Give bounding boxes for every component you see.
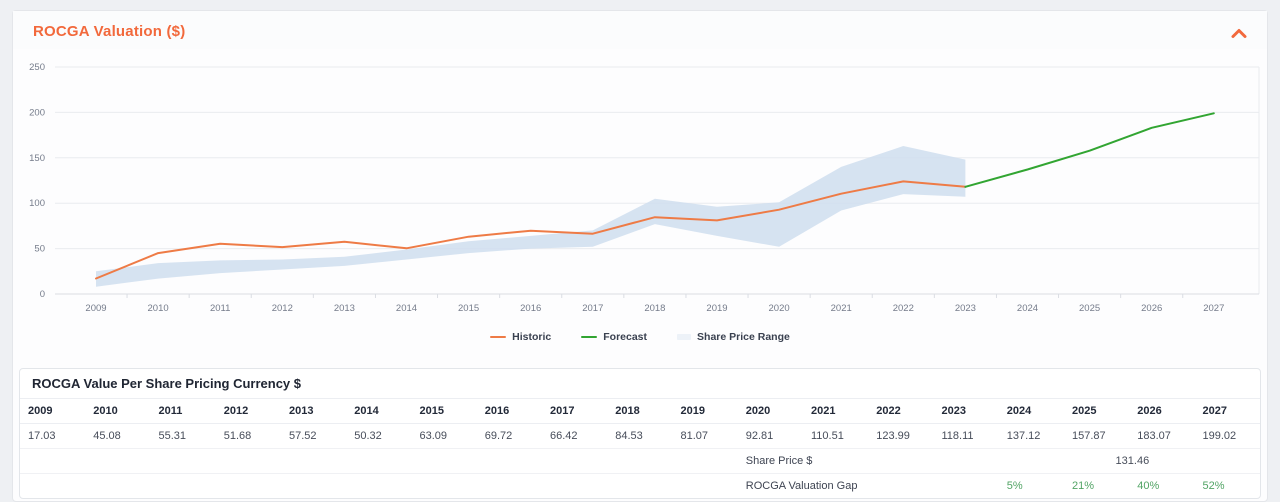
year-header-row: 2009 2010 2011 2012 2013 2014 2015 2016 2017 2018… <box>20 399 1260 424</box>
empty-cell <box>20 448 738 474</box>
svg-text:2016: 2016 <box>520 303 541 314</box>
value-cell: 183.07 <box>1129 423 1195 449</box>
year-header-cell: 2012 <box>215 399 281 424</box>
value-cell: 69.72 <box>476 423 542 449</box>
gap-value-2026: 40% <box>1137 480 1160 492</box>
svg-text:2022: 2022 <box>893 303 914 314</box>
valuation-gap-label: ROCGA Valuation Gap <box>745 480 858 492</box>
legend-item-share-price-range[interactable]: Share Price Range <box>677 331 790 343</box>
chevron-up-icon <box>1231 29 1247 38</box>
forecast-line-swatch <box>581 335 598 339</box>
valuation-chart: 0 50 100 150 200 250 2009 2010 2011 2012 2013 2014 2… <box>13 49 1267 322</box>
year-header-cell: 2026 <box>1129 399 1195 424</box>
svg-text:250: 250 <box>29 62 45 73</box>
legend-label-historic: Historic <box>512 331 552 343</box>
year-header-cell: 2024 <box>998 399 1064 424</box>
historic-line-swatch <box>490 335 507 339</box>
share-price-value: 131.46 <box>998 448 1260 474</box>
svg-text:2026: 2026 <box>1141 303 1162 314</box>
svg-text:2019: 2019 <box>706 303 727 314</box>
valuation-table-card: ROCGA Value Per Share Pricing Currency $… <box>19 368 1261 499</box>
svg-text:2020: 2020 <box>769 303 790 314</box>
chart-legend: Historic Forecast Share Price Range <box>13 328 1267 346</box>
gap-value-2024: 5% <box>1006 480 1023 492</box>
value-cell: 110.51 <box>803 423 869 449</box>
svg-text:2017: 2017 <box>582 303 603 314</box>
value-cell: 17.03 <box>20 423 86 449</box>
value-cell: 66.42 <box>542 423 608 449</box>
year-header-cell: 2013 <box>281 399 347 424</box>
svg-text:2009: 2009 <box>85 303 106 314</box>
svg-text:2015: 2015 <box>458 303 479 314</box>
value-cell: 92.81 <box>737 423 803 449</box>
year-header-cell: 2009 <box>20 399 86 424</box>
gap-value-2025: 21% <box>1072 480 1095 492</box>
year-header-cell: 2020 <box>737 399 803 424</box>
year-header-cell: 2016 <box>476 399 542 424</box>
share-price-label: Share Price $ <box>737 448 999 474</box>
year-header-cell: 2021 <box>803 399 869 424</box>
table-title: ROCGA Value Per Share Pricing Currency $ <box>20 369 1260 399</box>
svg-text:150: 150 <box>29 153 45 164</box>
legend-label-forecast: Forecast <box>603 331 648 343</box>
legend-item-forecast[interactable]: Forecast <box>581 331 647 343</box>
legend-label-share-price-range: Share Price Range <box>697 331 790 343</box>
svg-text:2012: 2012 <box>272 303 293 314</box>
share-price-row: Share Price $ 131.46 <box>20 448 1260 474</box>
svg-text:2014: 2014 <box>396 303 417 314</box>
svg-text:2025: 2025 <box>1079 303 1100 314</box>
value-cell: 51.68 <box>215 423 281 449</box>
value-cell: 45.08 <box>85 423 151 449</box>
svg-text:2013: 2013 <box>334 303 355 314</box>
svg-text:2011: 2011 <box>210 303 230 314</box>
svg-text:0: 0 <box>40 289 45 300</box>
year-header-cell: 2025 <box>1064 399 1130 424</box>
rocga-valuation-card: ROCGA Valuation ($) 0 50 100 150 200 250 2009 2… <box>12 10 1268 502</box>
svg-text:2023: 2023 <box>955 303 976 314</box>
chart-canvas[interactable]: 0 50 100 150 200 250 2009 2010 2011 2012 2013 2014 2… <box>21 57 1261 317</box>
svg-text:2018: 2018 <box>644 303 665 314</box>
value-cell: 81.07 <box>672 423 738 449</box>
year-header-cell: 2019 <box>672 399 738 424</box>
svg-text:100: 100 <box>29 198 45 209</box>
share-price-range-swatch <box>677 334 692 340</box>
year-header-cell: 2023 <box>933 399 999 424</box>
year-header-cell: 2014 <box>346 399 412 424</box>
value-cell: 157.87 <box>1064 423 1130 449</box>
year-header-cell: 2010 <box>85 399 151 424</box>
collapse-section-button[interactable] <box>1229 27 1249 41</box>
value-cell: 137.12 <box>998 423 1064 449</box>
year-header-cell: 2018 <box>607 399 673 424</box>
valuation-table: 2009 2010 2011 2012 2013 2014 2015 2016 2017 2018… <box>20 399 1260 498</box>
page-title: ROCGA Valuation ($) <box>33 23 186 40</box>
value-row: 17.03 45.08 55.31 51.68 57.52 50.32 63.09 69.72… <box>20 423 1260 449</box>
svg-text:50: 50 <box>34 244 45 255</box>
svg-text:2021: 2021 <box>831 303 852 314</box>
legend-item-historic[interactable]: Historic <box>490 331 551 343</box>
value-cell: 118.11 <box>933 423 999 449</box>
value-cell: 84.53 <box>607 423 673 449</box>
value-cell: 57.52 <box>281 423 347 449</box>
year-header-cell: 2027 <box>1194 399 1260 424</box>
gap-value-2027: 52% <box>1202 480 1225 492</box>
year-header-cell: 2017 <box>542 399 608 424</box>
empty-cell <box>20 474 738 499</box>
value-cell: 63.09 <box>411 423 477 449</box>
value-cell: 55.31 <box>150 423 216 449</box>
year-header-cell: 2011 <box>150 399 216 424</box>
year-header-cell: 2015 <box>411 399 477 424</box>
svg-text:2010: 2010 <box>148 303 169 314</box>
value-cell: 50.32 <box>346 423 412 449</box>
value-cell: 199.02 <box>1194 423 1260 449</box>
value-cell: 123.99 <box>868 423 934 449</box>
svg-text:2024: 2024 <box>1017 303 1038 314</box>
card-header: ROCGA Valuation ($) <box>13 11 1267 49</box>
svg-text:2027: 2027 <box>1203 303 1224 314</box>
svg-text:200: 200 <box>29 107 45 118</box>
year-header-cell: 2022 <box>868 399 934 424</box>
valuation-gap-row: ROCGA Valuation Gap 5% 21% 40% 52% <box>20 474 1260 499</box>
